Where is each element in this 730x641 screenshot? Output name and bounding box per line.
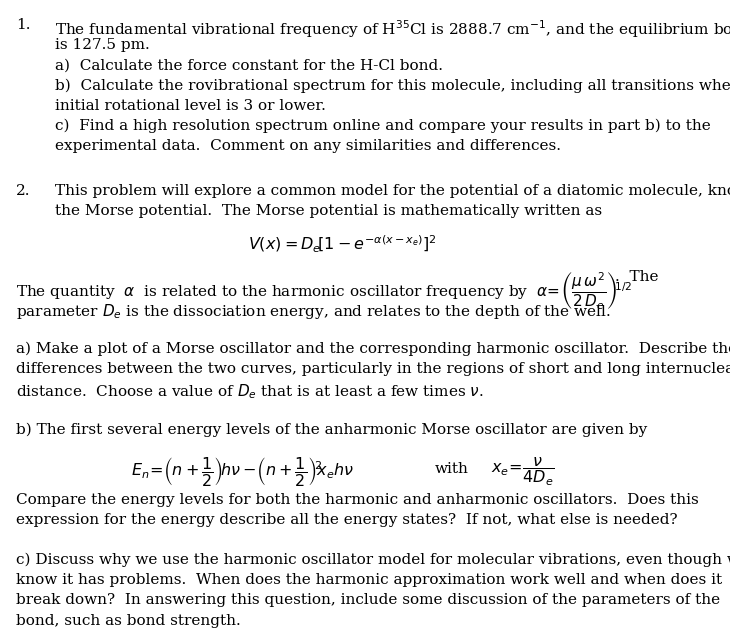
Text: c) Discuss why we use the harmonic oscillator model for molecular vibrations, ev: c) Discuss why we use the harmonic oscil… — [16, 553, 730, 567]
Text: break down?  In answering this question, include some discussion of the paramete: break down? In answering this question, … — [16, 594, 721, 608]
Text: know it has problems.  When does the harmonic approximation work well and when d: know it has problems. When does the harm… — [16, 573, 722, 587]
Text: Compare the energy levels for both the harmonic and anharmonic oscillators.  Doe: Compare the energy levels for both the h… — [16, 492, 699, 506]
Text: $V\left(x\right)=D_e\!\left[1-e^{-\alpha(x-x_e)}\right]^2$: $V\left(x\right)=D_e\!\left[1-e^{-\alpha… — [248, 234, 437, 255]
Text: initial rotational level is 3 or lower.: initial rotational level is 3 or lower. — [55, 99, 326, 113]
Text: b) The first several energy levels of the anharmonic Morse oscillator are given : b) The first several energy levels of th… — [16, 423, 648, 437]
Text: with: with — [434, 462, 468, 476]
Text: is 127.5 pm.: is 127.5 pm. — [55, 38, 150, 52]
Text: the Morse potential.  The Morse potential is mathematically written as: the Morse potential. The Morse potential… — [55, 204, 602, 218]
Text: $x_e\!=\!\dfrac{\nu}{4D_e}$: $x_e\!=\!\dfrac{\nu}{4D_e}$ — [491, 455, 554, 488]
Text: .  The: . The — [615, 271, 658, 285]
Text: a)  Calculate the force constant for the H-Cl bond.: a) Calculate the force constant for the … — [55, 58, 443, 72]
Text: bond, such as bond strength.: bond, such as bond strength. — [16, 613, 241, 628]
Text: distance.  Choose a value of $D_e$ that is at least a few times $\nu$.: distance. Choose a value of $D_e$ that i… — [16, 383, 484, 401]
Text: experimental data.  Comment on any similarities and differences.: experimental data. Comment on any simila… — [55, 139, 561, 153]
Text: This problem will explore a common model for the potential of a diatomic molecul: This problem will explore a common model… — [55, 183, 730, 197]
Text: a) Make a plot of a Morse oscillator and the corresponding harmonic oscillator. : a) Make a plot of a Morse oscillator and… — [16, 342, 730, 356]
Text: parameter $D_e$ is the dissociation energy, and relates to the depth of the well: parameter $D_e$ is the dissociation ener… — [16, 302, 611, 320]
Text: b)  Calculate the rovibrational spectrum for this molecule, including all transi: b) Calculate the rovibrational spectrum … — [55, 79, 730, 93]
Text: The fundamental vibrational frequency of H$^{35}$Cl is 2888.7 cm$^{-1}$, and the: The fundamental vibrational frequency of… — [55, 18, 730, 40]
Text: c)  Find a high resolution spectrum online and compare your results in part b) t: c) Find a high resolution spectrum onlin… — [55, 119, 710, 133]
Text: $E_n\!=\!\left(n+\dfrac{1}{2}\right)\!h\nu-\!\left(n+\dfrac{1}{2}\right)^{\!2}\!: $E_n\!=\!\left(n+\dfrac{1}{2}\right)\!h\… — [131, 455, 355, 488]
Text: 2.: 2. — [16, 183, 31, 197]
Text: The quantity  $\alpha$  is related to the harmonic oscillator frequency by  $\al: The quantity $\alpha$ is related to the … — [16, 271, 632, 312]
Text: expression for the energy describe all the energy states?  If not, what else is : expression for the energy describe all t… — [16, 513, 677, 527]
Text: differences between the two curves, particularly in the regions of short and lon: differences between the two curves, part… — [16, 362, 730, 376]
Text: 1.: 1. — [16, 18, 31, 32]
